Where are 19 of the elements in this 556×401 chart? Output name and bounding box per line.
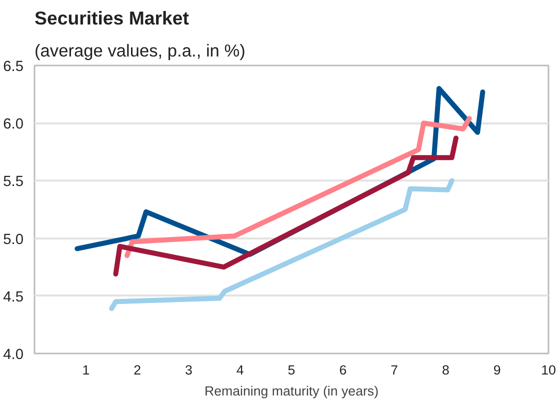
x-tick-label: 3 bbox=[184, 362, 192, 378]
chart-title: Securities Market bbox=[34, 8, 190, 28]
x-tick-label: 1 bbox=[82, 362, 90, 378]
x-tick-label: 6 bbox=[339, 362, 347, 378]
y-tick-label: 6.0 bbox=[3, 116, 24, 133]
x-axis-title: Remaining maturity (in years) bbox=[204, 384, 379, 398]
chart-subtitle: (average values, p.a., in %) bbox=[34, 40, 246, 60]
x-tick-label: 5 bbox=[288, 362, 296, 378]
x-tick-label: 10 bbox=[541, 362, 556, 378]
y-tick-label: 4.0 bbox=[3, 347, 24, 363]
y-tick-label: 5.0 bbox=[3, 232, 24, 248]
x-tick-label: 2 bbox=[134, 362, 142, 378]
y-tick-label: 5.5 bbox=[3, 174, 24, 190]
x-tick-label: 7 bbox=[390, 362, 398, 378]
y-tick-label: 4.5 bbox=[3, 289, 24, 306]
x-tick-label: 4 bbox=[236, 362, 244, 378]
x-tick-label: 8 bbox=[442, 362, 450, 378]
y-tick-label: 6.5 bbox=[3, 59, 24, 75]
x-tick-label: 9 bbox=[493, 362, 501, 378]
